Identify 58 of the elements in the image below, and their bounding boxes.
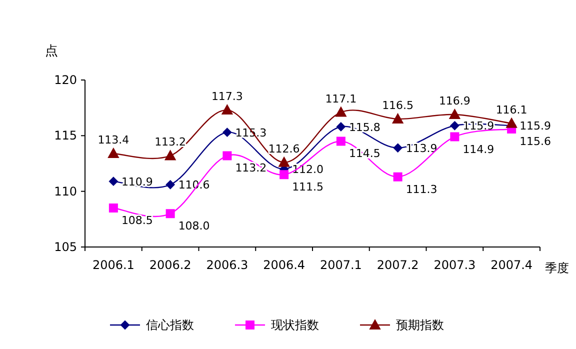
legend-label: 现状指数 <box>271 318 319 332</box>
data-label: 112.6 <box>268 142 300 156</box>
point <box>108 148 119 158</box>
data-label: 108.5 <box>121 214 153 228</box>
data-label: 113.9 <box>406 142 438 155</box>
point <box>336 136 346 146</box>
point <box>280 170 289 180</box>
data-label: 113.4 <box>98 133 130 146</box>
point <box>393 143 402 152</box>
data-label: 110.9 <box>121 175 153 188</box>
point <box>392 113 404 124</box>
data-label: 116.9 <box>438 94 470 108</box>
point <box>222 128 232 137</box>
point <box>108 204 118 213</box>
legend-label: 预期指数 <box>396 318 444 332</box>
data-label: 113.2 <box>154 136 186 149</box>
x-tick-label: 2006.4 <box>263 258 306 272</box>
y-tick-label: 105 <box>54 240 77 254</box>
y-axis-title: 点 <box>45 44 58 59</box>
y-tick-label: 120 <box>54 73 77 87</box>
x-tick-label: 2007.3 <box>434 258 476 272</box>
data-label: 116.1 <box>496 103 528 116</box>
data-label: 108.0 <box>178 220 210 233</box>
point <box>108 176 118 186</box>
data-label: 111.5 <box>292 180 324 194</box>
y-tick-label: 115 <box>54 128 77 143</box>
point <box>449 109 460 120</box>
point <box>278 156 290 167</box>
data-label: 115.6 <box>520 134 552 148</box>
data-label: 116.5 <box>382 98 414 112</box>
data-label: 112.0 <box>292 163 324 176</box>
data-label: 111.3 <box>406 182 438 196</box>
point <box>506 118 518 128</box>
point <box>450 132 460 142</box>
y-tick-label: 110 <box>54 184 77 198</box>
data-label: 115.8 <box>348 120 380 134</box>
data-label: 117.3 <box>211 90 243 104</box>
point <box>336 122 346 132</box>
point <box>393 172 402 182</box>
x-tick-label: 2007.2 <box>376 258 419 272</box>
point <box>222 104 233 115</box>
data-label: 113.2 <box>235 162 267 175</box>
data-label: 117.1 <box>325 92 357 106</box>
x-tick-label: 2006.3 <box>206 258 248 272</box>
point <box>166 180 175 190</box>
legend-label: 信心指数 <box>146 318 194 332</box>
x-tick-label: 2006.1 <box>92 258 134 272</box>
x-tick-label: 2006.2 <box>149 258 192 272</box>
data-label: 114.9 <box>462 142 494 156</box>
data-label: 115.9 <box>520 120 552 133</box>
point <box>166 209 175 218</box>
point <box>164 150 176 160</box>
x-tick-label: 2007.1 <box>320 258 362 272</box>
x-tick-label: 2007.4 <box>490 258 533 272</box>
x-axis-title: 季度 <box>545 261 569 275</box>
point <box>222 151 232 160</box>
point <box>335 106 346 117</box>
point <box>450 121 460 130</box>
